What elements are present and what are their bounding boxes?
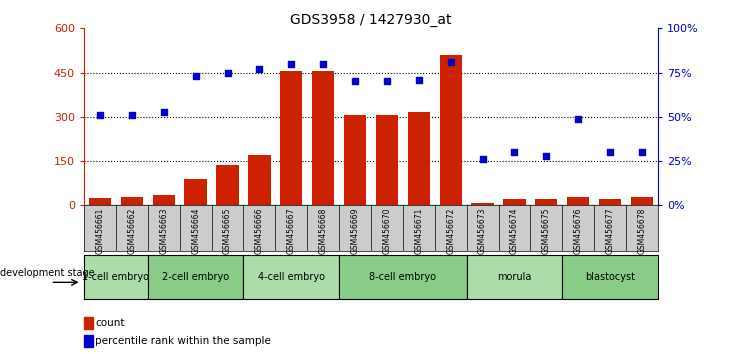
FancyBboxPatch shape [84, 255, 148, 299]
Bar [312, 71, 334, 205]
Point [477, 156, 488, 162]
Bar [376, 115, 398, 205]
Text: GSM456665: GSM456665 [223, 207, 232, 254]
Bar [121, 198, 143, 205]
Bar [599, 199, 621, 205]
Text: development stage: development stage [0, 268, 94, 279]
Point [190, 73, 202, 79]
Text: blastocyst: blastocyst [585, 272, 635, 282]
Text: GSM456662: GSM456662 [127, 207, 137, 254]
Bar [344, 115, 366, 205]
Text: GSM456673: GSM456673 [478, 207, 487, 254]
Text: GSM456671: GSM456671 [414, 207, 423, 254]
FancyBboxPatch shape [466, 255, 562, 299]
FancyBboxPatch shape [243, 255, 339, 299]
Text: 1-cell embryo: 1-cell embryo [83, 272, 149, 282]
Bar [153, 195, 175, 205]
Bar [184, 179, 207, 205]
Text: GSM456669: GSM456669 [351, 207, 360, 254]
Title: GDS3958 / 1427930_at: GDS3958 / 1427930_at [290, 13, 452, 27]
Point [349, 79, 361, 84]
Point [158, 109, 170, 114]
Bar [249, 155, 270, 205]
Point [509, 149, 520, 155]
Bar [439, 55, 462, 205]
Point [285, 61, 297, 67]
Bar [89, 198, 111, 205]
Bar [535, 199, 558, 205]
Point [445, 59, 457, 65]
Point [381, 79, 393, 84]
Text: GSM456663: GSM456663 [159, 207, 168, 254]
Bar [631, 197, 653, 205]
Point [221, 70, 233, 75]
Point [94, 112, 106, 118]
Bar [503, 199, 526, 205]
Text: morula: morula [497, 272, 531, 282]
Text: GSM456675: GSM456675 [542, 207, 551, 254]
Point [636, 149, 648, 155]
Text: GSM456666: GSM456666 [255, 207, 264, 254]
Text: GSM456672: GSM456672 [446, 207, 455, 254]
Text: GSM456674: GSM456674 [510, 207, 519, 254]
Text: 4-cell embryo: 4-cell embryo [258, 272, 325, 282]
FancyBboxPatch shape [148, 255, 243, 299]
Text: 2-cell embryo: 2-cell embryo [162, 272, 230, 282]
Point [126, 112, 137, 118]
Bar [216, 166, 239, 205]
Text: GSM456676: GSM456676 [574, 207, 583, 254]
Bar [471, 203, 493, 205]
Text: GSM456667: GSM456667 [287, 207, 296, 254]
FancyBboxPatch shape [562, 255, 658, 299]
Text: GSM456677: GSM456677 [605, 207, 615, 254]
Point [317, 61, 329, 67]
Point [572, 116, 584, 121]
Text: GSM456668: GSM456668 [319, 207, 327, 254]
Text: GSM456670: GSM456670 [382, 207, 391, 254]
Point [254, 66, 265, 72]
Point [413, 77, 425, 82]
Text: GSM456664: GSM456664 [191, 207, 200, 254]
FancyBboxPatch shape [339, 255, 466, 299]
Bar [567, 197, 589, 205]
Text: percentile rank within the sample: percentile rank within the sample [95, 336, 271, 346]
Text: count: count [95, 318, 124, 328]
Text: GSM456661: GSM456661 [96, 207, 105, 254]
Text: GSM456678: GSM456678 [637, 207, 646, 254]
Bar [408, 113, 430, 205]
Bar [280, 71, 303, 205]
Text: 8-cell embryo: 8-cell embryo [369, 272, 436, 282]
Point [605, 149, 616, 155]
Point [540, 153, 552, 159]
